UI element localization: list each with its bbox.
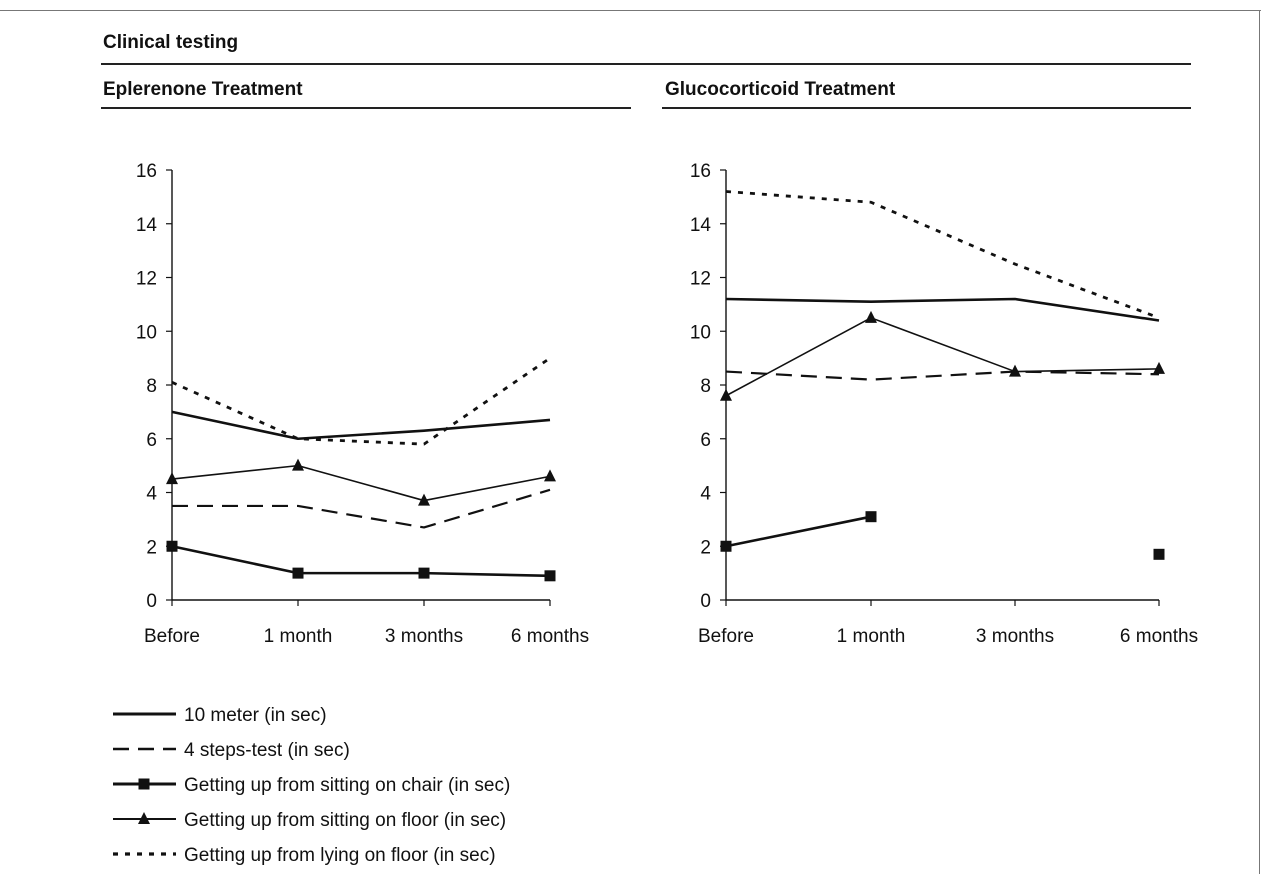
series-line-four_steps — [172, 488, 551, 529]
y-tick-label: 0 — [146, 591, 157, 612]
data-point-chair — [720, 540, 732, 552]
legend-item-floor_lie: Getting up from lying on floor (in sec) — [113, 845, 496, 866]
y-tick-label: 16 — [690, 161, 711, 182]
y-tick-label: 14 — [690, 215, 712, 236]
series-floor_lie — [725, 190, 1160, 320]
series-line-floor_lie — [171, 356, 551, 446]
figure-frame-top — [0, 10, 1261, 11]
y-tick-label: 10 — [690, 322, 711, 343]
legend-label: Getting up from lying on floor (in sec) — [184, 845, 496, 866]
legend-item-floor_sit: Getting up from sitting on floor (in sec… — [113, 810, 506, 831]
x-tick-label: 6 months — [511, 626, 589, 647]
x-tick-label: Before — [698, 626, 754, 647]
data-point-floor_sit — [166, 472, 178, 485]
data-point-floor_sit — [544, 469, 556, 482]
data-point-chair — [1153, 548, 1165, 560]
y-tick-label: 14 — [136, 215, 158, 236]
series-line-floor_sit — [171, 464, 551, 502]
left-panel-title: Eplerenone Treatment — [103, 79, 303, 100]
right-panel-title: Glucocorticoid Treatment — [665, 79, 896, 100]
y-tick-label: 2 — [146, 537, 157, 558]
x-tick-label: Before — [144, 626, 200, 647]
legend-item-chair: Getting up from sitting on chair (in sec… — [113, 775, 510, 796]
data-point-floor_sit — [720, 388, 732, 401]
series-chair — [166, 540, 556, 582]
series-chair — [720, 511, 1165, 560]
data-point-chair — [865, 511, 877, 523]
series-four_steps — [725, 370, 1160, 381]
series-line-floor_sit — [725, 317, 1160, 397]
y-tick-label: 4 — [146, 484, 157, 505]
legend-label: Getting up from sitting on floor (in sec… — [184, 810, 506, 831]
series-floor_lie — [171, 356, 551, 446]
x-tick-label: 3 months — [976, 626, 1054, 647]
y-tick-label: 8 — [146, 376, 157, 397]
legend-label: 10 meter (in sec) — [184, 705, 327, 726]
right-panel-rule — [662, 107, 1191, 109]
data-point-floor_sit — [418, 493, 430, 506]
data-point-chair — [544, 570, 556, 582]
y-tick-label: 12 — [136, 269, 157, 290]
y-tick-label: 16 — [136, 161, 157, 182]
legend-item-four_steps: 4 steps-test (in sec) — [113, 740, 350, 761]
y-tick-label: 2 — [700, 537, 711, 558]
legend-marker — [138, 812, 150, 824]
y-tick-label: 10 — [136, 322, 157, 343]
left-panel-rule — [101, 107, 631, 109]
series-ten_meter — [725, 297, 1160, 322]
data-point-floor_sit — [865, 310, 877, 323]
y-tick-label: 8 — [700, 376, 711, 397]
series-four_steps — [172, 488, 551, 529]
legend-label: Getting up from sitting on chair (in sec… — [184, 775, 510, 796]
x-tick-label: 6 months — [1120, 626, 1198, 647]
legend-marker — [138, 778, 150, 790]
series-line-ten_meter — [725, 297, 1160, 322]
series-ten_meter — [171, 410, 551, 441]
series-line-ten_meter — [171, 410, 551, 441]
y-tick-label: 0 — [700, 591, 711, 612]
x-tick-label: 1 month — [837, 626, 906, 647]
figure-title: Clinical testing — [103, 32, 239, 53]
x-tick-label: 1 month — [264, 626, 333, 647]
x-tick-label: 3 months — [385, 626, 463, 647]
y-tick-label: 4 — [700, 484, 711, 505]
legend-item-ten_meter: 10 meter (in sec) — [113, 705, 327, 726]
data-point-chair — [418, 567, 430, 579]
series-line-chair — [171, 544, 551, 578]
data-point-floor_sit — [292, 458, 304, 471]
series-line-floor_lie — [725, 190, 1160, 320]
figure-frame-right — [1259, 10, 1260, 874]
data-point-chair — [166, 540, 178, 552]
y-tick-label: 12 — [690, 269, 711, 290]
figure-title-rule — [101, 63, 1191, 65]
legend-label: 4 steps-test (in sec) — [184, 740, 350, 761]
series-line-chair — [725, 515, 872, 548]
series-floor_sit — [720, 310, 1165, 401]
y-tick-label: 6 — [700, 430, 711, 451]
data-point-floor_sit — [1153, 361, 1165, 374]
series-line-four_steps — [725, 370, 1160, 381]
data-point-floor_sit — [1009, 364, 1021, 377]
series-floor_sit — [166, 458, 556, 506]
data-point-chair — [292, 567, 304, 579]
chart-legend: 10 meter (in sec) 4 steps-test (in sec) Ge… — [113, 705, 510, 866]
glucocorticoid-chart: 0 2 4 6 8 10 12 14 16 Before 1 month 3 months 6 mont… — [690, 161, 1198, 647]
y-tick-label: 6 — [146, 430, 157, 451]
eplerenone-chart: 0 2 4 6 8 10 12 14 16 Before 1 month 3 months 6 mont… — [136, 161, 589, 647]
